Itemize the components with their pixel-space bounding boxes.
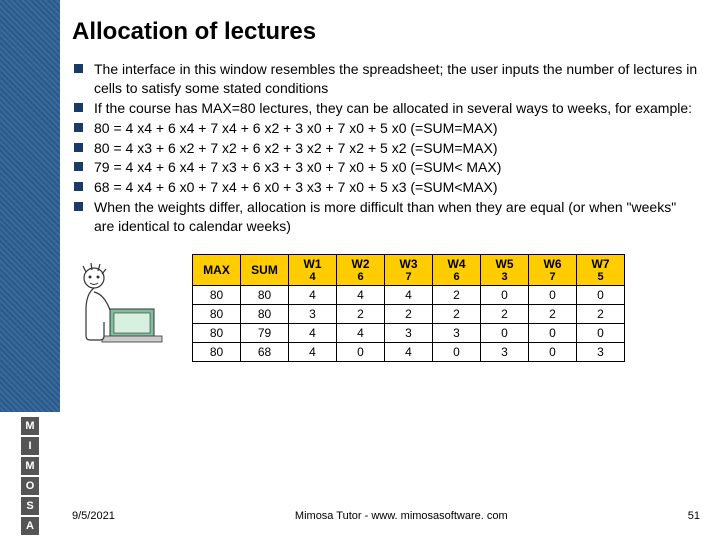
cell-value: 3: [481, 343, 529, 362]
cell-value: 4: [289, 324, 337, 343]
logo-letter: I: [21, 437, 39, 455]
cell-sum: 80: [241, 286, 289, 305]
week-weight: 7: [391, 271, 426, 283]
bullet-item: 80 = 4 x3 + 6 x2 + 7 x2 + 6 x2 + 3 x2 + …: [72, 139, 700, 158]
col-week: W1 4: [289, 255, 337, 286]
footer-page: 51: [688, 510, 700, 522]
table-header: MAX SUM W1 4 W2 6 W3 7 W4: [193, 255, 625, 286]
cell-sum: 80: [241, 305, 289, 324]
col-week: W7 5: [577, 255, 625, 286]
cell-value: 4: [385, 286, 433, 305]
mimosa-logo: M I M O S A: [0, 412, 60, 540]
bullet-item: When the weights differ, allocation is m…: [72, 198, 700, 236]
cell-value: 4: [289, 343, 337, 362]
clipart-person-computer: [72, 254, 172, 349]
sidebar: M I M O S A: [0, 0, 60, 540]
cell-max: 80: [193, 305, 241, 324]
week-label: W4: [439, 257, 474, 271]
week-weight: 6: [343, 271, 378, 283]
col-week: W2 6: [337, 255, 385, 286]
cell-value: 2: [481, 305, 529, 324]
cell-value: 3: [289, 305, 337, 324]
cell-value: 0: [481, 286, 529, 305]
footer: 9/5/2021 Mimosa Tutor - www. mimosasoftw…: [72, 510, 700, 522]
week-label: W7: [583, 257, 618, 271]
cell-value: 2: [433, 286, 481, 305]
cell-value: 3: [577, 343, 625, 362]
cell-value: 0: [529, 324, 577, 343]
cell-value: 2: [385, 305, 433, 324]
logo-letter: M: [21, 457, 39, 475]
week-weight: 4: [295, 271, 330, 283]
bullet-item: 79 = 4 x4 + 6 x4 + 7 x3 + 6 x3 + 3 x0 + …: [72, 158, 700, 177]
week-weight: 3: [487, 271, 522, 283]
table-header-row-1: MAX SUM W1 4 W2 6 W3 7 W4: [193, 255, 625, 286]
cell-value: 0: [577, 324, 625, 343]
footer-center: Mimosa Tutor - www. mimosasoftware. com: [295, 510, 508, 522]
cell-value: 0: [529, 343, 577, 362]
table-row: 80803222222: [193, 305, 625, 324]
col-max: MAX: [193, 255, 241, 286]
cell-value: 4: [385, 343, 433, 362]
slide-title: Allocation of lectures: [72, 18, 700, 46]
cell-value: 2: [337, 305, 385, 324]
bullet-item: If the course has MAX=80 lectures, they …: [72, 99, 700, 118]
table-row: 80804442000: [193, 286, 625, 305]
cell-value: 2: [577, 305, 625, 324]
col-sum: SUM: [241, 255, 289, 286]
cell-value: 2: [529, 305, 577, 324]
allocation-table: MAX SUM W1 4 W2 6 W3 7 W4: [192, 254, 625, 362]
bullet-item: The interface in this window resembles t…: [72, 60, 700, 98]
slide-content: Allocation of lectures The interface in …: [72, 18, 700, 362]
table-area: MAX SUM W1 4 W2 6 W3 7 W4: [72, 254, 700, 362]
cell-max: 80: [193, 343, 241, 362]
week-label: W5: [487, 257, 522, 271]
col-week: W4 6: [433, 255, 481, 286]
logo-letter: O: [21, 477, 39, 495]
cell-value: 4: [337, 324, 385, 343]
bullet-list: The interface in this window resembles t…: [72, 60, 700, 236]
cell-max: 80: [193, 286, 241, 305]
table-row: 80684040303: [193, 343, 625, 362]
cell-value: 0: [529, 286, 577, 305]
week-weight: 5: [583, 271, 618, 283]
cell-value: 3: [385, 324, 433, 343]
bullet-item: 68 = 4 x4 + 6 x0 + 7 x4 + 6 x0 + 3 x3 + …: [72, 178, 700, 197]
col-week: W5 3: [481, 255, 529, 286]
logo-letter: M: [21, 417, 39, 435]
week-weight: 7: [535, 271, 570, 283]
footer-date: 9/5/2021: [72, 510, 115, 522]
week-label: W1: [295, 257, 330, 271]
bullet-item: 80 = 4 x4 + 6 x4 + 7 x4 + 6 x2 + 3 x0 + …: [72, 119, 700, 138]
cell-value: 4: [289, 286, 337, 305]
logo-letter: A: [21, 517, 39, 535]
cell-value: 0: [577, 286, 625, 305]
cell-value: 4: [337, 286, 385, 305]
table-row: 80794433000: [193, 324, 625, 343]
col-week: W3 7: [385, 255, 433, 286]
cell-max: 80: [193, 324, 241, 343]
week-weight: 6: [439, 271, 474, 283]
cell-value: 0: [337, 343, 385, 362]
week-label: W6: [535, 257, 570, 271]
table-body: 8080444200080803222222807944330008068404…: [193, 286, 625, 362]
week-label: W3: [391, 257, 426, 271]
sidebar-texture: [0, 0, 60, 412]
cell-sum: 68: [241, 343, 289, 362]
logo-letter: S: [21, 497, 39, 515]
cell-sum: 79: [241, 324, 289, 343]
week-label: W2: [343, 257, 378, 271]
cell-value: 3: [433, 324, 481, 343]
cell-value: 0: [433, 343, 481, 362]
col-week: W6 7: [529, 255, 577, 286]
cell-value: 2: [433, 305, 481, 324]
cell-value: 0: [481, 324, 529, 343]
